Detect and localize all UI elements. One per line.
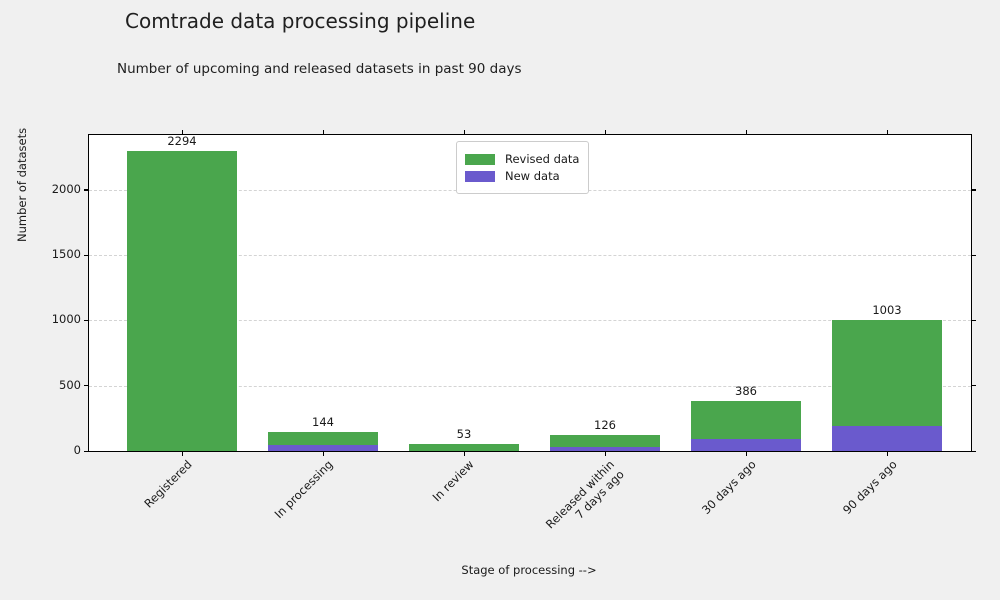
x-category-label-text: In processing bbox=[271, 457, 336, 522]
y-tick-mark-right bbox=[971, 189, 976, 191]
bar-segment-revised-data bbox=[268, 432, 378, 446]
y-gridline bbox=[89, 255, 971, 257]
plot-area: Revised data New data 0 500 1000 1500 2000 229… bbox=[52, 130, 976, 531]
x-tick-mark-bottom bbox=[181, 451, 183, 456]
x-tick-mark-top bbox=[463, 130, 465, 135]
y-tick-mark-left bbox=[84, 385, 89, 387]
bar-2 bbox=[268, 432, 378, 451]
bar-total-label: 144 bbox=[312, 415, 334, 430]
x-category-label-text: Released within 7 days ago bbox=[543, 457, 627, 532]
legend-swatch bbox=[465, 170, 495, 182]
y-gridline bbox=[89, 320, 971, 322]
x-tick-mark-bottom bbox=[463, 451, 465, 456]
legend-entry-revised-data: Revised data bbox=[465, 152, 579, 166]
legend: Revised data New data bbox=[456, 141, 590, 194]
x-tick-mark-bottom bbox=[322, 451, 324, 456]
y-tick-mark-right bbox=[971, 319, 976, 322]
y-tick-mark-left bbox=[84, 189, 89, 191]
bar-segment-revised-data bbox=[832, 320, 942, 427]
y-tick-mark-right bbox=[971, 385, 976, 387]
x-tick-mark-top bbox=[745, 130, 747, 135]
y-tick-label: 1500 bbox=[51, 247, 81, 262]
y-tick-label: 500 bbox=[59, 377, 81, 392]
bar-total-label: 53 bbox=[456, 427, 472, 442]
x-tick-mark-top bbox=[604, 130, 606, 135]
chart-subtitle: Number of upcoming and released datasets… bbox=[117, 61, 522, 77]
x-axis-label: Stage of processing --> bbox=[461, 563, 597, 577]
bar-segment-revised-data bbox=[409, 444, 519, 451]
bar-total-label: 386 bbox=[735, 383, 757, 398]
chart-title: Comtrade data processing pipeline bbox=[125, 9, 476, 33]
bar-segment-revised-data bbox=[691, 400, 801, 439]
legend-label: New data bbox=[505, 169, 560, 183]
legend-swatch bbox=[465, 153, 495, 165]
bar-segment-new-data bbox=[691, 438, 801, 451]
bar-1 bbox=[127, 151, 237, 451]
bar-segment-new-data bbox=[832, 426, 942, 451]
bar-5 bbox=[691, 400, 801, 451]
bar-segment-new-data bbox=[268, 445, 378, 451]
y-tick-mark-left bbox=[84, 450, 89, 452]
y-tick-mark-right bbox=[971, 450, 976, 452]
bar-segment-new-data bbox=[550, 447, 660, 451]
bar-4 bbox=[550, 434, 660, 451]
x-tick-mark-top bbox=[181, 130, 183, 135]
x-tick-mark-bottom bbox=[604, 451, 606, 456]
bar-total-label: 1003 bbox=[872, 303, 902, 318]
y-tick-label: 0 bbox=[73, 443, 81, 457]
x-category-label-text: 30 days ago bbox=[698, 457, 759, 518]
legend-entry-new-data: New data bbox=[465, 169, 579, 183]
x-category-label-text: In review bbox=[429, 457, 477, 505]
bar-6 bbox=[832, 320, 942, 451]
y-gridline bbox=[89, 385, 971, 387]
bar-3 bbox=[409, 444, 519, 451]
bar-segment-revised-data bbox=[550, 434, 660, 448]
y-tick-label: 1000 bbox=[51, 312, 81, 327]
x-tick-mark-bottom bbox=[745, 451, 747, 456]
x-tick-mark-top bbox=[322, 130, 324, 135]
legend-label: Revised data bbox=[505, 152, 580, 166]
y-tick-mark-left bbox=[84, 254, 89, 256]
x-category-label-text: 90 days ago bbox=[839, 457, 900, 518]
x-tick-mark-top bbox=[886, 130, 888, 135]
y-tick-label: 2000 bbox=[51, 181, 81, 196]
bar-segment-revised-data bbox=[127, 151, 237, 451]
bar-total-label: 126 bbox=[594, 417, 616, 432]
y-tick-mark-left bbox=[84, 319, 89, 322]
y-tick-mark-right bbox=[971, 254, 976, 256]
bar-total-label: 2294 bbox=[167, 134, 197, 149]
x-category-label-text: Registered bbox=[140, 457, 195, 511]
y-axis-label: Number of datasets bbox=[15, 127, 29, 242]
x-tick-mark-bottom bbox=[886, 451, 888, 456]
